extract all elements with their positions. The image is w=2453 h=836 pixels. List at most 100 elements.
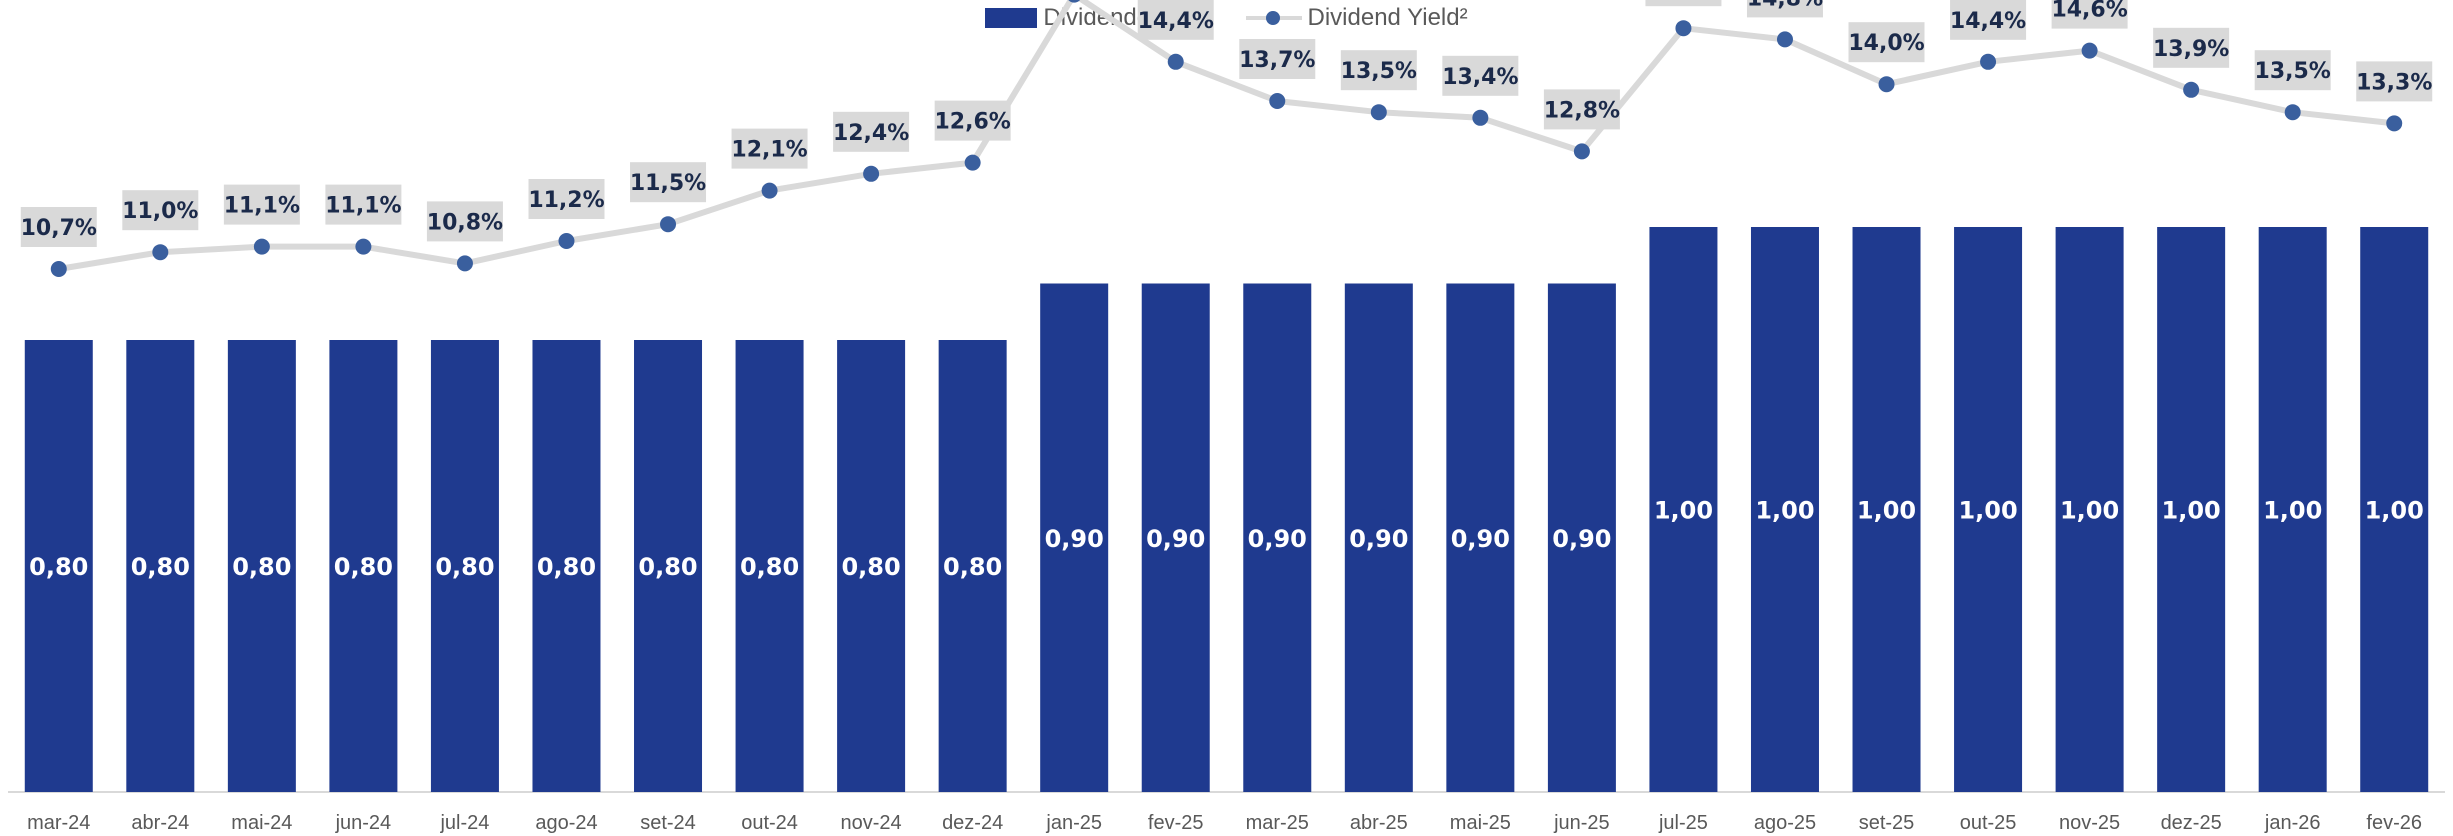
bar-label-fev-25: 0,90 bbox=[1146, 525, 1205, 553]
yield-label-box-nov-25 bbox=[2051, 0, 2128, 29]
yield-label-box-fev-26 bbox=[2356, 61, 2433, 102]
bar-label-fev-26: 1,00 bbox=[2365, 497, 2424, 525]
x-tick-label-mar-25: mar-25 bbox=[1246, 812, 1309, 834]
yield-label-fev-25: 14,4% bbox=[1138, 9, 1214, 34]
yield-point-jul-25 bbox=[1675, 20, 1692, 37]
bar-ago-24 bbox=[532, 340, 601, 792]
x-tick-label-ago-25: ago-25 bbox=[1754, 812, 1816, 834]
yield-label-box-dez-25 bbox=[2153, 27, 2230, 68]
x-tick-label-ago-24: ago-24 bbox=[535, 812, 597, 834]
yield-point-ago-24 bbox=[558, 233, 575, 249]
bar-label-set-25: 1,00 bbox=[1857, 497, 1916, 525]
bar-mai-25 bbox=[1446, 283, 1515, 792]
bar-jul-25 bbox=[1649, 227, 1718, 792]
x-tick-label-jul-24: jul-24 bbox=[439, 812, 489, 834]
bar-fev-26 bbox=[2360, 227, 2429, 792]
x-tick-label-abr-25: abr-25 bbox=[1350, 812, 1408, 834]
yield-point-dez-25 bbox=[2183, 81, 2200, 98]
yield-label-jun-25: 12,8% bbox=[1544, 98, 1620, 123]
bar-label-set-24: 0,80 bbox=[638, 553, 697, 581]
yield-label-box-nov-24 bbox=[833, 111, 910, 152]
yield-label-mar-25: 13,7% bbox=[1239, 48, 1315, 73]
x-tick-label-set-25: set-25 bbox=[1859, 812, 1915, 834]
yield-point-jul-24 bbox=[456, 255, 473, 272]
x-tick-label-jun-25: jun-25 bbox=[1553, 812, 1610, 834]
legend-label-yield: Dividend Yield² bbox=[1307, 4, 1468, 31]
bar-label-mai-25: 0,90 bbox=[1451, 525, 1510, 553]
x-tick-label-out-24: out-24 bbox=[741, 812, 798, 834]
yield-label-jun-24: 11,1% bbox=[325, 194, 401, 219]
bar-abr-24 bbox=[126, 340, 195, 792]
x-tick-label-nov-25: nov-25 bbox=[2059, 812, 2120, 834]
bar-label-out-24: 0,80 bbox=[740, 553, 799, 581]
bar-label-jun-24: 0,80 bbox=[334, 553, 393, 581]
yield-point-dez-24 bbox=[964, 154, 981, 171]
x-tick-label-dez-25: dez-25 bbox=[2161, 812, 2222, 834]
bar-dez-25 bbox=[2157, 227, 2226, 792]
yield-label-box-mar-25 bbox=[1239, 39, 1316, 79]
bar-jul-24 bbox=[430, 340, 499, 792]
x-tick-label-jan-25: jan-25 bbox=[1045, 812, 1102, 834]
bar-jun-24 bbox=[329, 340, 398, 792]
yield-point-abr-24 bbox=[152, 244, 169, 261]
bar-label-mar-24: 0,80 bbox=[29, 553, 88, 581]
bar-label-jul-25: 1,00 bbox=[1654, 497, 1713, 525]
yield-label-box-jul-25 bbox=[1645, 0, 1722, 7]
yield-label-box-abr-24 bbox=[122, 190, 199, 231]
yield-label-box-set-25 bbox=[1848, 22, 1925, 63]
yield-label-out-24: 12,1% bbox=[731, 138, 807, 163]
yield-label-box-jun-25 bbox=[1543, 89, 1620, 130]
yield-label-box-set-24 bbox=[630, 162, 707, 203]
yield-point-jan-25 bbox=[1068, 0, 1081, 3]
yield-label-abr-25: 13,5% bbox=[1341, 59, 1417, 84]
yield-label-ago-25: 14,8% bbox=[1747, 0, 1823, 11]
yield-point-jun-25 bbox=[1573, 143, 1590, 160]
yield-point-mar-25 bbox=[1269, 93, 1286, 109]
legend-line-swatch bbox=[1245, 8, 1302, 28]
bar-label-dez-24: 0,80 bbox=[943, 553, 1002, 581]
bar-label-jun-25: 0,90 bbox=[1552, 525, 1611, 553]
x-tick-label-set-24: set-24 bbox=[640, 812, 696, 834]
bar-set-25 bbox=[1852, 227, 1921, 792]
yield-label-box-fev-25 bbox=[1137, 0, 1214, 40]
yield-point-nov-24 bbox=[863, 165, 880, 182]
yield-label-nov-25: 14,6% bbox=[2051, 0, 2127, 23]
yield-point-nov-25 bbox=[2081, 42, 2098, 59]
yield-label-box-mai-25 bbox=[1442, 55, 1519, 96]
yield-label-box-out-24 bbox=[731, 128, 808, 169]
bar-mai-24 bbox=[227, 340, 296, 792]
x-tick-label-mar-24: mar-24 bbox=[27, 812, 90, 834]
yield-point-set-24 bbox=[660, 216, 677, 233]
yield-label-set-25: 14,0% bbox=[1848, 31, 1924, 56]
bar-nov-25 bbox=[2055, 227, 2124, 792]
x-tick-label-mai-24: mai-24 bbox=[231, 812, 292, 834]
bar-label-mar-25: 0,90 bbox=[1248, 525, 1307, 553]
bar-mar-24 bbox=[24, 340, 93, 792]
yield-label-mai-24: 11,1% bbox=[224, 194, 300, 219]
bar-label-abr-24: 0,80 bbox=[131, 553, 190, 581]
legend-bar-swatch bbox=[985, 8, 1038, 28]
bar-fev-25 bbox=[1141, 283, 1210, 792]
yield-label-box-jul-24 bbox=[426, 201, 503, 242]
yield-label-dez-25: 13,9% bbox=[2153, 37, 2229, 62]
bar-out-24 bbox=[735, 340, 804, 792]
yield-label-nov-24: 12,4% bbox=[833, 121, 909, 146]
bar-label-abr-25: 0,90 bbox=[1349, 525, 1408, 553]
bar-jun-25 bbox=[1547, 283, 1616, 792]
x-tick-label-abr-24: abr-24 bbox=[131, 812, 189, 834]
x-tick-label-nov-24: nov-24 bbox=[841, 812, 902, 834]
x-tick-label-jul-25: jul-25 bbox=[1658, 812, 1708, 834]
yield-point-jun-24 bbox=[355, 238, 372, 255]
yield-label-box-ago-24 bbox=[528, 179, 605, 219]
x-tick-label-fev-25: fev-25 bbox=[1148, 812, 1204, 834]
bar-label-jul-24: 0,80 bbox=[435, 553, 494, 581]
x-tick-label-mai-25: mai-25 bbox=[1450, 812, 1511, 834]
yield-label-out-25: 14,4% bbox=[1950, 9, 2026, 34]
bar-label-out-25: 1,00 bbox=[1958, 497, 2017, 525]
yield-label-jan-26: 13,5% bbox=[2255, 59, 2331, 84]
yield-label-mai-25: 13,4% bbox=[1442, 65, 1518, 90]
yield-label-ago-24: 11,2% bbox=[528, 188, 604, 213]
yield-label-jul-24: 10,8% bbox=[427, 210, 503, 235]
yield-label-box-out-25 bbox=[1950, 0, 2027, 40]
